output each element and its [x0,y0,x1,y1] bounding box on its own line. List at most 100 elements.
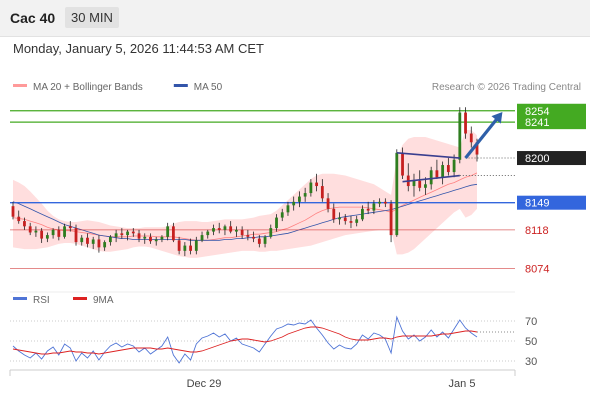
timeframe-button[interactable]: 30 MIN [65,7,119,28]
candle [171,222,175,243]
legend-label: MA 20 + Bollinger Bands [33,82,143,93]
candle-body [292,201,296,206]
wedge-upper-line [396,151,460,159]
legend-label: RSI [33,295,50,306]
candle-body [114,233,118,237]
candle [298,191,301,208]
candle [355,215,359,227]
candle-body [103,242,107,248]
candle-body [429,170,433,185]
level-label-box [517,115,586,130]
level-label: 8118 [525,225,549,237]
candle-body [424,184,427,188]
candle [160,235,164,243]
candle [63,223,66,239]
candle-body [97,239,101,248]
candle [240,226,244,239]
candle-body [200,235,204,241]
level-label: 8149 [525,198,549,210]
rsi-tick-label: 30 [525,356,537,368]
candle-body [280,212,284,218]
candle [315,173,319,192]
candle [263,235,267,248]
candle [303,187,307,202]
candle-body [332,208,336,220]
candle-body [263,236,267,244]
candle [395,149,399,237]
candle-body [86,237,89,244]
candle-body [452,159,456,173]
candle [28,222,32,236]
candle-body [320,186,324,199]
legend-swatch [13,84,27,87]
candle [217,222,221,234]
candle-body [223,226,227,230]
candle-body [235,229,238,232]
candle-body [171,226,175,241]
candle-body [91,239,95,244]
candle [464,107,467,139]
candle-body [355,219,359,223]
candle [326,193,330,213]
candle [114,229,118,243]
candle-body [51,229,55,236]
candle [154,236,158,246]
candle [74,224,78,246]
level-label-box [517,103,586,118]
candle-body [338,217,341,220]
candle [372,200,376,215]
candle [194,236,198,255]
candle [86,233,89,248]
ma50-line [12,183,478,241]
candle-body [160,236,164,240]
candle [280,208,284,222]
rsi-tick-label: 50 [525,336,537,348]
rsi-tick-label: 70 [525,316,537,328]
candle [200,231,204,243]
candle [424,177,427,195]
candle [137,229,141,243]
candle [292,196,296,211]
candle [349,215,353,229]
candle-body [34,230,38,233]
candle-body [189,245,192,251]
candle [361,205,364,222]
candle-body [45,235,49,239]
chart-datetime: Monday, January 5, 2026 11:44:53 AM CET [13,41,264,56]
candle-body [475,142,479,155]
candle [257,235,261,248]
candle [206,229,210,239]
target-arrow-shaft [464,114,502,160]
candle-body [252,236,255,239]
legend-label: 9MA [93,295,114,306]
candle-body [366,208,370,211]
candle-body [80,237,84,243]
legend-label: MA 50 [194,82,223,93]
candle-body [309,182,313,194]
level-label: 8074 [525,263,549,275]
x-tick-label: Jan 5 [449,378,476,390]
candle-body [469,133,473,143]
candle [229,221,233,234]
level-label-box [517,195,586,210]
candle [418,170,422,192]
candle [17,210,21,224]
candle [149,233,152,244]
candle [40,228,44,243]
candle-body [441,165,445,178]
candle-body [229,226,233,232]
candle [235,226,238,237]
candle-body [126,231,129,236]
candle [68,221,72,232]
candle-body [275,217,278,229]
candle-body [40,230,44,239]
instrument-title: Cac 40 [10,10,56,26]
candle-body [240,229,244,236]
candle [378,198,382,208]
candle-body [257,238,261,244]
candle [126,229,129,241]
candle-body [343,217,347,222]
candle [389,200,393,243]
candle [383,198,387,208]
